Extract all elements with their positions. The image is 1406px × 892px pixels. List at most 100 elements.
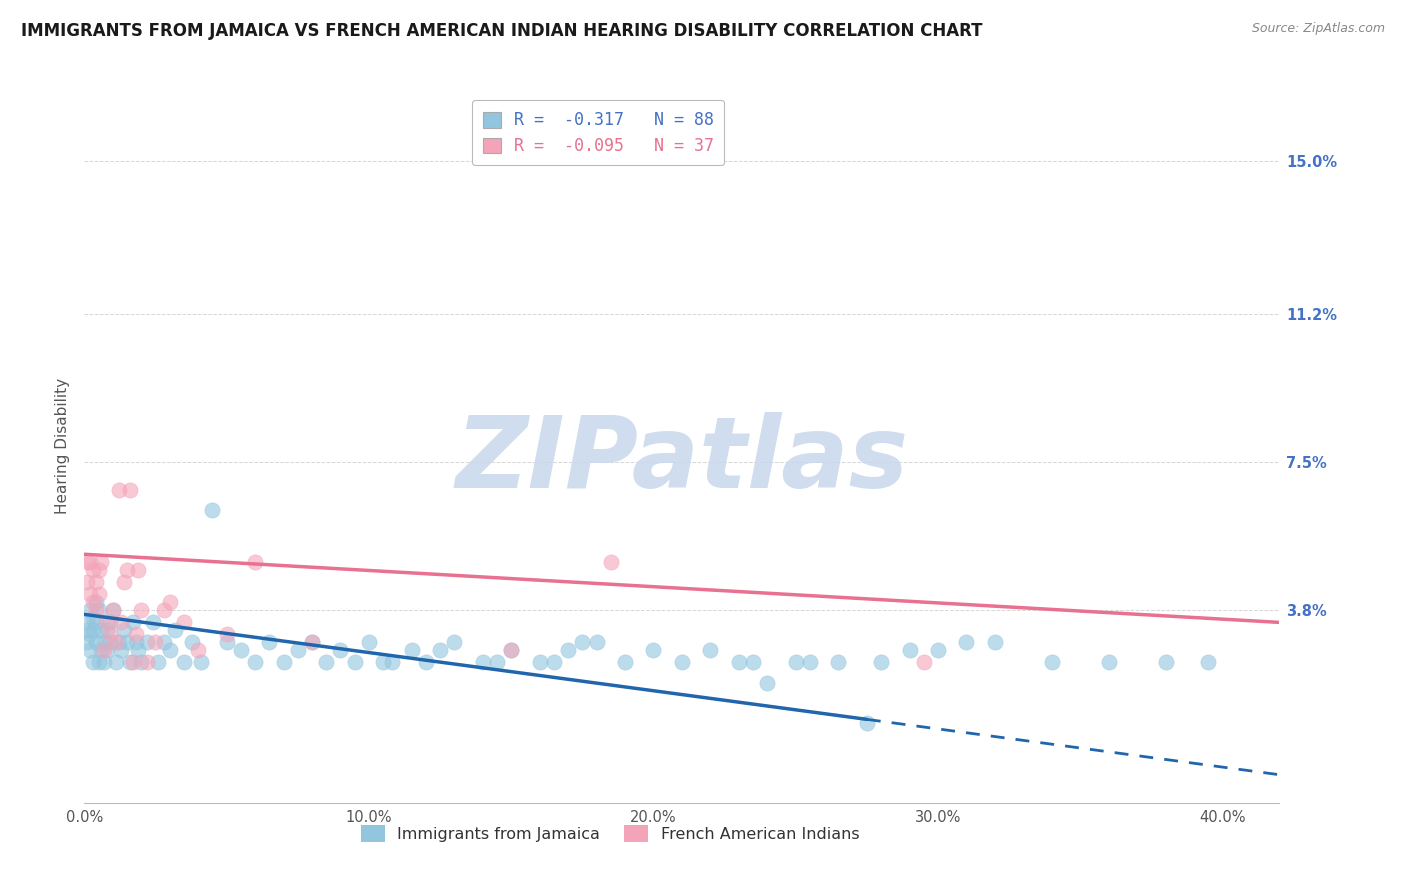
Y-axis label: Hearing Disability: Hearing Disability — [55, 378, 70, 514]
Point — [79, 587, 101, 601]
Point — [79, 627, 101, 641]
Point — [201, 503, 224, 517]
Text: ZIPatlas: ZIPatlas — [456, 412, 908, 508]
Point — [315, 656, 337, 670]
Point — [870, 656, 893, 670]
Point — [84, 615, 107, 630]
Point — [1197, 656, 1219, 670]
Point — [229, 643, 252, 657]
Point — [118, 483, 141, 497]
Point — [98, 615, 121, 630]
Point — [112, 624, 135, 638]
Point — [124, 627, 146, 641]
Point — [485, 656, 508, 670]
Point — [181, 635, 204, 649]
Point — [104, 635, 127, 649]
Point — [898, 643, 921, 657]
Point — [112, 575, 135, 590]
Point — [357, 635, 380, 649]
Text: Source: ZipAtlas.com: Source: ZipAtlas.com — [1251, 22, 1385, 36]
Point — [90, 643, 112, 657]
Point — [76, 615, 98, 630]
Point — [115, 563, 138, 577]
Point — [955, 635, 977, 649]
Point — [153, 635, 176, 649]
Point — [273, 656, 295, 670]
Point — [79, 603, 101, 617]
Point — [90, 624, 112, 638]
Point — [643, 643, 665, 657]
Point — [82, 656, 104, 670]
Point — [96, 643, 118, 657]
Point — [79, 643, 101, 657]
Point — [82, 595, 104, 609]
Point — [599, 555, 621, 569]
Point — [104, 656, 127, 670]
Point — [118, 656, 141, 670]
Point — [727, 656, 749, 670]
Point — [501, 643, 523, 657]
Point — [543, 656, 565, 670]
Point — [84, 635, 107, 649]
Point — [129, 603, 152, 617]
Point — [756, 675, 779, 690]
Point — [145, 635, 167, 649]
Point — [153, 603, 176, 617]
Point — [87, 587, 110, 601]
Point — [187, 643, 209, 657]
Point — [742, 656, 765, 670]
Point — [84, 595, 107, 609]
Point — [82, 563, 104, 577]
Point — [90, 555, 112, 569]
Point — [121, 615, 143, 630]
Point — [381, 656, 404, 670]
Point — [557, 643, 579, 657]
Point — [98, 635, 121, 649]
Point — [243, 555, 266, 569]
Point — [159, 643, 181, 657]
Point — [984, 635, 1007, 649]
Point — [82, 611, 104, 625]
Point — [329, 643, 352, 657]
Point — [571, 635, 593, 649]
Point — [121, 656, 143, 670]
Point — [110, 643, 132, 657]
Point — [98, 627, 121, 641]
Point — [87, 656, 110, 670]
Point — [1154, 656, 1177, 670]
Point — [585, 635, 607, 649]
Point — [76, 635, 98, 649]
Point — [76, 555, 98, 569]
Point — [93, 656, 115, 670]
Point — [101, 603, 124, 617]
Point — [142, 615, 165, 630]
Point — [93, 635, 115, 649]
Point — [127, 643, 149, 657]
Point — [301, 635, 323, 649]
Point — [87, 603, 110, 617]
Point — [1040, 656, 1063, 670]
Point — [129, 656, 152, 670]
Point — [785, 656, 807, 670]
Point — [165, 624, 187, 638]
Point — [243, 656, 266, 670]
Point — [190, 656, 212, 670]
Point — [287, 643, 309, 657]
Point — [529, 656, 551, 670]
Point — [343, 656, 366, 670]
Point — [173, 615, 195, 630]
Point — [82, 624, 104, 638]
Point — [401, 643, 423, 657]
Point — [127, 563, 149, 577]
Point — [136, 635, 159, 649]
Point — [443, 635, 465, 649]
Point — [107, 635, 129, 649]
Point — [93, 643, 115, 657]
Point — [124, 635, 146, 649]
Point — [173, 656, 195, 670]
Point — [301, 635, 323, 649]
Point — [79, 555, 101, 569]
Point — [373, 656, 395, 670]
Point — [76, 624, 98, 638]
Point — [827, 656, 849, 670]
